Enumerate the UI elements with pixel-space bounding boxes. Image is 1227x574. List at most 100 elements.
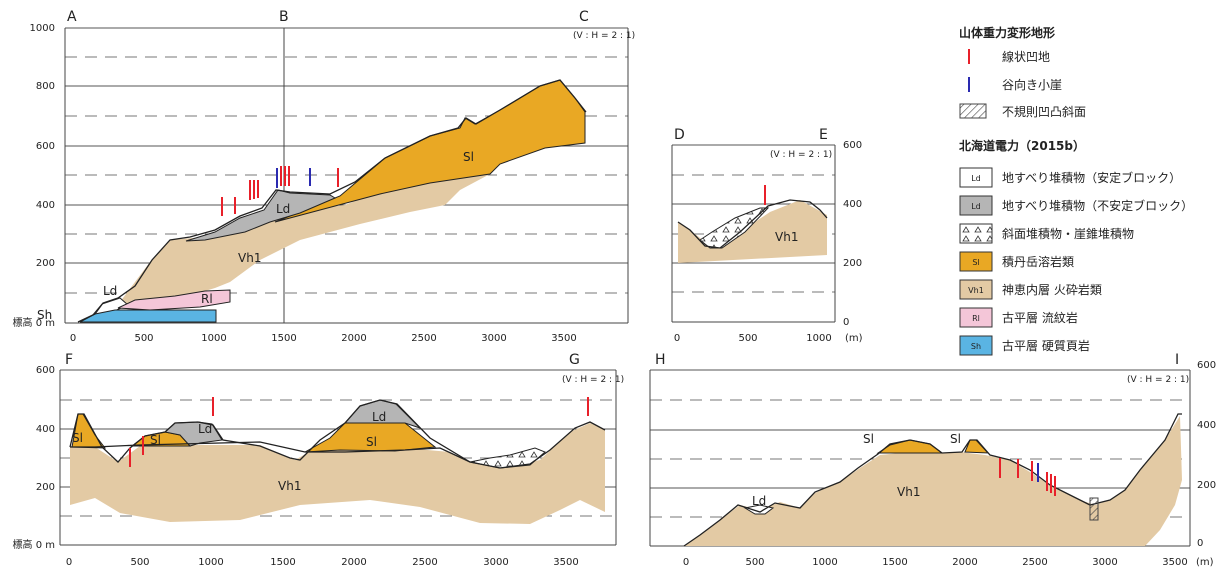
- irregular-slope-marker: [1089, 497, 1099, 521]
- y-tick-200: 200: [36, 258, 55, 269]
- point-label-h: H: [655, 352, 666, 368]
- x-tick: 3500: [1162, 557, 1187, 568]
- slope-deposit: [699, 207, 770, 249]
- x-tick: 1500: [271, 333, 296, 344]
- section-f-g: F G (V : H = 2 : 1) 600 400 200 標高 0 m 0…: [13, 352, 625, 568]
- scale-ratio: (V : H = 2 : 1): [562, 375, 624, 385]
- y-tick-600: 600: [1197, 360, 1216, 371]
- x-tick: 500: [738, 333, 757, 344]
- unit-label-sl: Sl: [72, 431, 83, 445]
- x-tick: 0: [66, 557, 72, 568]
- geologic-units: [69, 399, 606, 524]
- unit-label-sl: Sl: [366, 435, 377, 449]
- unit-label-sl: Sl: [950, 432, 961, 446]
- swatch-slope-deposit: [959, 223, 993, 244]
- x-tick: 1000: [198, 557, 223, 568]
- gravitational-deformation-markers: [999, 458, 1099, 521]
- legend-label: 不規則凹凸斜面: [1002, 104, 1086, 119]
- swatch-ld-unstable: [959, 195, 993, 216]
- unit-label-sh: Sh: [37, 308, 52, 322]
- topographic-surface: [683, 413, 1182, 547]
- point-label-g: G: [569, 352, 580, 368]
- x-tick: 2000: [341, 557, 366, 568]
- y-tick-0: 0: [843, 317, 849, 328]
- legend-label: 神恵内層 火砕岩類: [1002, 282, 1102, 297]
- y-label-top: 1000: [30, 23, 55, 34]
- x-tick: 500: [134, 333, 153, 344]
- y-tick-600: 600: [36, 365, 55, 376]
- section-d-e: D E (V : H = 2 : 1) 600 400 200 0 0 500 …: [671, 127, 863, 344]
- swatch-code: Vh1: [968, 286, 984, 295]
- sl-unit: [304, 422, 437, 453]
- x-tick: 2500: [411, 333, 436, 344]
- unit-label-rl: Rl: [201, 292, 213, 306]
- y-tick-200: 200: [36, 482, 55, 493]
- vh1-unit: [70, 423, 605, 524]
- x-tick: 3000: [1092, 557, 1117, 568]
- y-tick-0: 0: [1197, 538, 1203, 549]
- legend-label: 谷向き小崖: [1002, 77, 1062, 92]
- x-tick: 1000: [812, 557, 837, 568]
- ld-stable-block: [743, 504, 775, 515]
- unit-label-vh1: Vh1: [775, 230, 798, 244]
- legend-label: 地すべり堆積物（安定ブロック）: [1002, 170, 1181, 185]
- swatch-sh: [959, 335, 993, 356]
- topographic-surface: [677, 199, 828, 249]
- swatch-code: Ld: [971, 202, 981, 211]
- geologic-units: [683, 413, 1182, 547]
- x-tick: 0: [683, 557, 689, 568]
- y-label-elevation-zero: 標高 0 m: [13, 316, 55, 329]
- point-label-a: A: [67, 9, 77, 25]
- x-tick: 2500: [412, 557, 437, 568]
- scale-ratio: (V : H = 2 : 1): [1127, 375, 1189, 385]
- point-label-e: E: [819, 127, 828, 143]
- unit-label-sl: Sl: [150, 433, 161, 447]
- swatch-code: Rl: [972, 314, 980, 323]
- legend-label: 積丹岳溶岩類: [1002, 254, 1074, 269]
- legend-heading-gravitational-deformation: 山体重力変形地形: [959, 25, 1055, 40]
- unit-label-vh1: Vh1: [238, 251, 261, 265]
- rl-unit: [117, 289, 231, 311]
- topographic-surface: [69, 399, 606, 469]
- vh1-unit: [678, 200, 827, 263]
- unit-label-ld: Ld: [198, 422, 212, 436]
- swatch-vh1: [959, 279, 993, 300]
- y-tick-600: 600: [36, 141, 55, 152]
- unit-label-vh1: Vh1: [897, 485, 920, 499]
- unit-label-ld: Ld: [752, 494, 766, 508]
- y-tick-200: 200: [843, 258, 862, 269]
- y-tick-200: 200: [1197, 480, 1216, 491]
- unit-labels: Sl Sl Ld Ld Sl Vh1: [72, 410, 386, 493]
- x-tick: 2000: [952, 557, 977, 568]
- legend-label: 古平層 硬質頁岩: [1002, 338, 1090, 353]
- y-tick-400: 400: [1197, 420, 1216, 431]
- legend-label: 斜面堆積物・崖錐堆積物: [1002, 226, 1134, 241]
- point-label-i: I: [1175, 352, 1179, 368]
- unit-label-vh1: Vh1: [278, 479, 301, 493]
- y-label-elevation-zero: 標高 0 m: [13, 538, 55, 551]
- x-tick: 3000: [481, 333, 506, 344]
- point-label-f: F: [65, 352, 73, 368]
- x-tick: 3500: [551, 333, 576, 344]
- y-tick-400: 400: [36, 424, 55, 435]
- scale-ratio: (V : H = 2 : 1): [770, 150, 832, 160]
- x-unit: (m): [1196, 557, 1214, 568]
- geologic-units: [677, 199, 828, 263]
- legend-label: 線状凹地: [1002, 49, 1050, 64]
- ld-unstable-block: [185, 189, 337, 242]
- x-tick: 0: [70, 333, 76, 344]
- unit-label-ld: Ld: [276, 202, 290, 216]
- y-tick-400: 400: [36, 200, 55, 211]
- unit-labels: Sl Sl Ld Vh1: [752, 432, 961, 508]
- axes-labels: F G (V : H = 2 : 1) 600 400 200 標高 0 m 0…: [13, 352, 625, 568]
- gravitational-deformation-markers: [221, 166, 339, 216]
- vh1-unit: [120, 174, 490, 305]
- x-tick: 500: [130, 557, 149, 568]
- y-tick-400: 400: [843, 199, 862, 210]
- legend-heading-source: 北海道電力（2015b）: [959, 138, 1085, 153]
- swatch-code: Sl: [972, 258, 979, 267]
- legend-label: 地すべり堆積物（不安定ブロック）: [1002, 198, 1193, 213]
- section-h-i: H I (V : H = 2 : 1) 600 400 200 0 0 500 …: [649, 352, 1216, 568]
- geologic-units: [77, 79, 587, 323]
- legend: 山体重力変形地形 線状凹地 谷向き小崖 不規則凹凸斜面 北海道電力（2015b）…: [959, 25, 1193, 356]
